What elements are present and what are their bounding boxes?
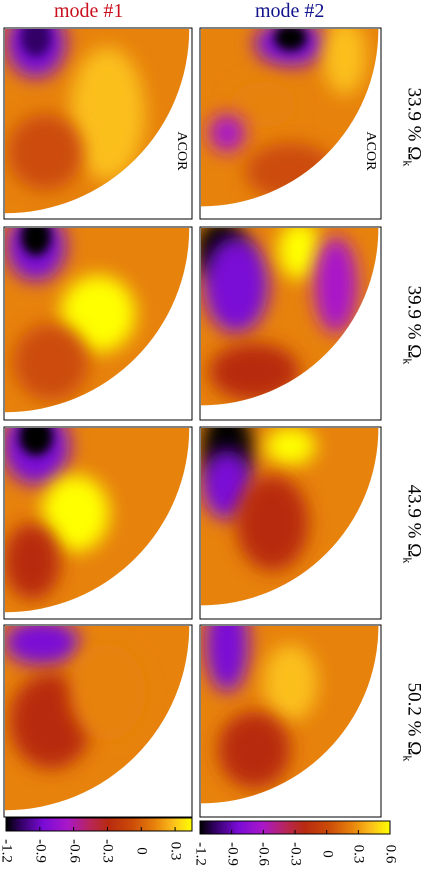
panel-field bbox=[5, 428, 190, 613]
tick-label-text: -0.6 bbox=[66, 839, 83, 863]
row-label-3-sub: k bbox=[400, 557, 415, 564]
tick-label-text: -0.3 bbox=[287, 842, 304, 866]
tick-label-text: 0.3 bbox=[167, 841, 184, 861]
acor-label-mode-2-text: ACOR bbox=[363, 131, 378, 171]
tick-label-text: -1.2 bbox=[192, 842, 209, 866]
row-label-1-text: 33.9 % Ω bbox=[403, 87, 425, 161]
panel-mode-2-row-4 bbox=[199, 624, 382, 818]
row-label-1-sub: k bbox=[400, 160, 415, 167]
panel-mode-1-row-2 bbox=[3, 226, 193, 421]
tick-label-text: 0.3 bbox=[350, 844, 367, 864]
header-mode-2: mode #2 bbox=[255, 0, 325, 22]
panel-mode-1-row-3 bbox=[3, 426, 193, 620]
tick-label-text: -0.6 bbox=[255, 842, 272, 866]
tick-label-text: 0 bbox=[133, 847, 150, 855]
panel-mode-1-row-4 bbox=[3, 624, 193, 818]
header-mode-1: mode #1 bbox=[54, 0, 124, 22]
panel-mode-2-row-2 bbox=[199, 226, 382, 421]
tick-label-text: 0 bbox=[319, 850, 336, 858]
row-label-2-text: 39.9 % Ω bbox=[403, 285, 425, 359]
row-label-4-sub: k bbox=[400, 755, 415, 762]
panel-mode-2-row-3 bbox=[199, 426, 382, 620]
acor-label-mode-1-text: ACOR bbox=[174, 131, 189, 171]
panel-field bbox=[201, 29, 379, 207]
tick-label-text: -1.2 bbox=[0, 839, 15, 863]
colorbar-mode1 bbox=[5, 817, 193, 832]
tick-label-text: -0.9 bbox=[224, 842, 241, 866]
row-label-4-text: 50.2 % Ω bbox=[403, 682, 425, 756]
panel-mode-2-row-1 bbox=[199, 27, 382, 220]
panel-field bbox=[5, 29, 190, 214]
tick-label-text: -0.3 bbox=[99, 839, 116, 863]
tick-label-text: 0.6 bbox=[382, 844, 399, 864]
tick-label-text: -0.9 bbox=[32, 839, 49, 863]
panel-mode-1-row-1 bbox=[3, 27, 193, 220]
row-label-2-sub: k bbox=[400, 358, 415, 365]
panel-field bbox=[5, 626, 190, 811]
row-label-3-text: 43.9 % Ω bbox=[403, 484, 425, 558]
